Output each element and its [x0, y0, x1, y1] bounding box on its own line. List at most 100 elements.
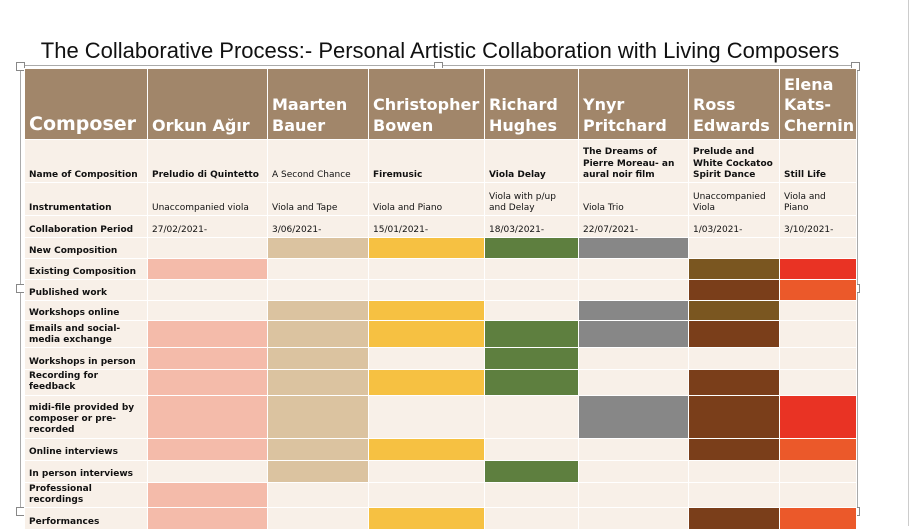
filled-cell[interactable] [147, 437, 268, 461]
row-label[interactable]: Existing Composition [24, 258, 148, 280]
filled-cell[interactable] [688, 320, 780, 348]
filled-cell[interactable] [147, 507, 268, 530]
empty-cell[interactable] [688, 347, 780, 370]
filled-cell[interactable] [688, 279, 780, 301]
empty-cell[interactable] [484, 507, 579, 530]
table-cell[interactable]: 22/07/2021- [578, 215, 689, 238]
table-cell[interactable]: Still Life [779, 139, 857, 183]
filled-cell[interactable] [368, 237, 485, 259]
row-label[interactable]: Collaboration Period [24, 215, 148, 238]
header-cell-composer[interactable]: Composer [24, 68, 148, 140]
filled-cell[interactable] [147, 347, 268, 370]
header-cell-composer-name[interactable]: Orkun Ağır [147, 68, 268, 140]
resize-handle[interactable] [16, 62, 25, 71]
empty-cell[interactable] [578, 481, 689, 508]
empty-cell[interactable] [578, 459, 689, 483]
empty-cell[interactable] [368, 347, 485, 370]
filled-cell[interactable] [368, 300, 485, 321]
empty-cell[interactable] [578, 507, 689, 530]
filled-cell[interactable] [267, 237, 369, 259]
filled-cell[interactable] [484, 347, 579, 370]
row-label[interactable]: Performances [24, 507, 148, 530]
empty-cell[interactable] [368, 459, 485, 483]
empty-cell[interactable] [779, 300, 857, 321]
filled-cell[interactable] [267, 369, 369, 396]
filled-cell[interactable] [267, 320, 369, 348]
table-cell[interactable]: Unaccompanied Viola [688, 182, 780, 216]
empty-cell[interactable] [578, 347, 689, 370]
table-cell[interactable]: Viola and Piano [368, 182, 485, 216]
filled-cell[interactable] [147, 394, 268, 439]
row-label[interactable]: Instrumentation [24, 182, 148, 216]
table-cell[interactable]: 3/06/2021- [267, 215, 369, 238]
row-label[interactable]: In person interviews [24, 459, 148, 483]
filled-cell[interactable] [779, 279, 857, 301]
row-label[interactable]: Published work [24, 279, 148, 301]
empty-cell[interactable] [578, 369, 689, 396]
filled-cell[interactable] [578, 300, 689, 321]
empty-cell[interactable] [484, 279, 579, 301]
row-label[interactable]: Online interviews [24, 437, 148, 461]
empty-cell[interactable] [147, 459, 268, 483]
empty-cell[interactable] [688, 237, 780, 259]
filled-cell[interactable] [779, 394, 857, 439]
slide-title[interactable]: The Collaborative Process:- Personal Art… [40, 38, 840, 63]
table-cell[interactable]: 1/03/2021- [688, 215, 780, 238]
empty-cell[interactable] [368, 279, 485, 301]
table-cell[interactable]: 18/03/2021- [484, 215, 579, 238]
empty-cell[interactable] [267, 481, 369, 508]
table-cell[interactable]: Prelude and White Cockatoo Spirit Dance [688, 139, 780, 183]
filled-cell[interactable] [368, 320, 485, 348]
filled-cell[interactable] [779, 437, 857, 461]
filled-cell[interactable] [688, 437, 780, 461]
filled-cell[interactable] [484, 237, 579, 259]
header-cell-composer-name[interactable]: Ynyr Pritchard [578, 68, 689, 140]
filled-cell[interactable] [368, 507, 485, 530]
empty-cell[interactable] [267, 279, 369, 301]
table-cell[interactable]: Unaccompanied viola [147, 182, 268, 216]
empty-cell[interactable] [484, 258, 579, 280]
filled-cell[interactable] [147, 320, 268, 348]
table-cell[interactable]: 27/02/2021- [147, 215, 268, 238]
filled-cell[interactable] [147, 258, 268, 280]
filled-cell[interactable] [688, 369, 780, 396]
filled-cell[interactable] [688, 300, 780, 321]
empty-cell[interactable] [779, 320, 857, 348]
empty-cell[interactable] [779, 369, 857, 396]
filled-cell[interactable] [267, 437, 369, 461]
filled-cell[interactable] [578, 237, 689, 259]
row-label[interactable]: Workshops online [24, 300, 148, 321]
table-cell[interactable]: Viola Trio [578, 182, 689, 216]
row-label[interactable]: Name of Composition [24, 139, 148, 183]
collaboration-table[interactable]: Composer Orkun Ağır Maarten Bauer Christoph… [24, 68, 857, 530]
filled-cell[interactable] [267, 394, 369, 439]
empty-cell[interactable] [484, 300, 579, 321]
empty-cell[interactable] [484, 481, 579, 508]
table-cell[interactable]: Viola and Tape [267, 182, 369, 216]
empty-cell[interactable] [267, 258, 369, 280]
filled-cell[interactable] [147, 369, 268, 396]
empty-cell[interactable] [147, 237, 268, 259]
filled-cell[interactable] [578, 394, 689, 439]
table-cell[interactable]: Firemusic [368, 139, 485, 183]
empty-cell[interactable] [267, 507, 369, 530]
empty-cell[interactable] [688, 481, 780, 508]
header-cell-composer-name[interactable]: Ross Edwards [688, 68, 780, 140]
filled-cell[interactable] [688, 258, 780, 280]
empty-cell[interactable] [578, 258, 689, 280]
filled-cell[interactable] [484, 369, 579, 396]
filled-cell[interactable] [484, 459, 579, 483]
table-cell[interactable]: Viola with p/up and Delay [484, 182, 579, 216]
filled-cell[interactable] [578, 320, 689, 348]
filled-cell[interactable] [267, 300, 369, 321]
header-cell-composer-name[interactable]: Christopher Bowen [368, 68, 485, 140]
table-cell[interactable]: A Second Chance [267, 139, 369, 183]
filled-cell[interactable] [267, 459, 369, 483]
filled-cell[interactable] [688, 394, 780, 439]
table-cell[interactable]: Preludio di Quintetto [147, 139, 268, 183]
filled-cell[interactable] [147, 481, 268, 508]
filled-cell[interactable] [484, 320, 579, 348]
empty-cell[interactable] [147, 300, 268, 321]
row-label[interactable]: New Composition [24, 237, 148, 259]
empty-cell[interactable] [484, 394, 579, 439]
